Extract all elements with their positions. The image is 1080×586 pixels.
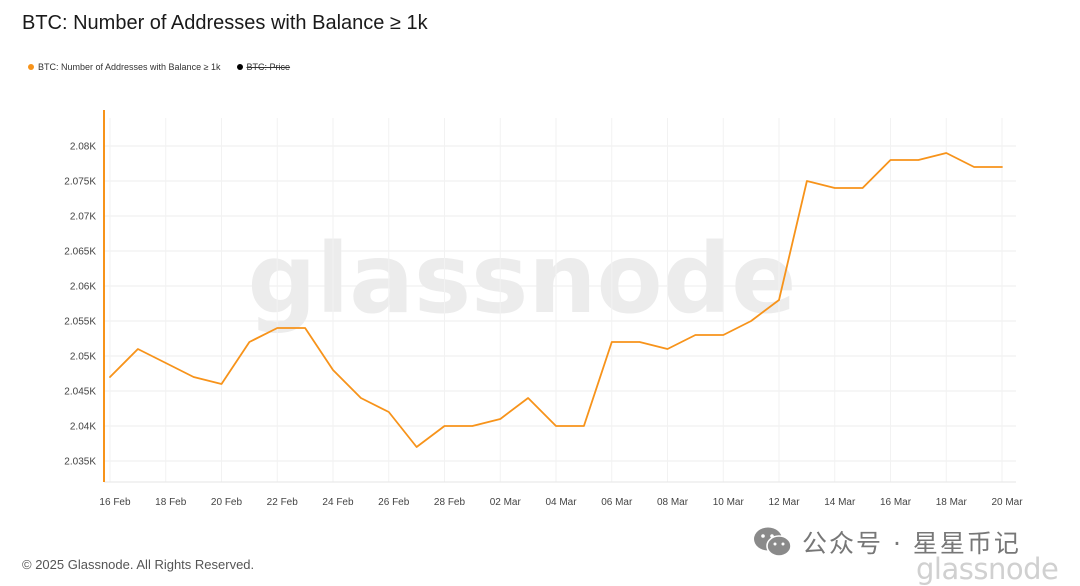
x-tick-label: 04 Mar xyxy=(545,497,577,508)
y-tick-label: 2.045K xyxy=(64,387,96,398)
y-tick-label: 2.035K xyxy=(64,457,96,468)
chart-title: BTC: Number of Addresses with Balance ≥ … xyxy=(22,12,428,34)
x-tick-label: 16 Mar xyxy=(880,497,912,508)
legend-label-addresses: BTC: Number of Addresses with Balance ≥ … xyxy=(38,62,221,72)
x-tick-label: 08 Mar xyxy=(657,497,689,508)
x-tick-label: 14 Mar xyxy=(824,497,856,508)
x-tick-label: 02 Mar xyxy=(490,497,522,508)
y-tick-label: 2.065K xyxy=(64,247,96,258)
x-tick-label: 12 Mar xyxy=(768,497,800,508)
glassnode-brand-logo: glassnode xyxy=(916,552,1059,586)
legend-dot-addresses xyxy=(28,64,34,70)
x-tick-label: 18 Feb xyxy=(155,497,187,508)
x-tick-label: 10 Mar xyxy=(713,497,745,508)
y-tick-label: 2.075K xyxy=(64,177,96,188)
chart-legend: BTC: Number of Addresses with Balance ≥ … xyxy=(28,62,306,72)
x-tick-label: 24 Feb xyxy=(322,497,354,508)
copyright-footer: © 2025 Glassnode. All Rights Reserved. xyxy=(22,557,255,572)
wechat-account-text: 公众号 · 星星币记 xyxy=(802,529,1021,558)
y-tick-label: 2.07K xyxy=(70,212,96,223)
x-tick-label: 16 Feb xyxy=(99,497,131,508)
x-tick-label: 26 Feb xyxy=(378,497,410,508)
legend-dot-price xyxy=(236,64,243,70)
wechat-icon xyxy=(754,527,792,557)
x-tick-label: 20 Feb xyxy=(211,497,243,508)
wechat-account-tag: 公众号 · 星星币记 xyxy=(752,524,1021,560)
legend-item-price[interactable]: BTC: Price xyxy=(236,62,291,72)
x-tick-label: 28 Feb xyxy=(434,497,466,508)
glassnode-watermark: glassnode xyxy=(248,223,797,335)
legend-item-addresses[interactable]: BTC: Number of Addresses with Balance ≥ … xyxy=(28,62,221,72)
y-tick-label: 2.05K xyxy=(70,352,96,363)
x-tick-label: 20 Mar xyxy=(991,497,1023,508)
y-tick-label: 2.06K xyxy=(70,282,96,293)
x-tick-label: 22 Feb xyxy=(267,497,299,508)
x-tick-label: 06 Mar xyxy=(601,497,633,508)
x-tick-label: 18 Mar xyxy=(936,497,968,508)
y-tick-label: 2.055K xyxy=(64,317,96,328)
legend-label-price: BTC: Price xyxy=(246,62,291,72)
series-line-addresses xyxy=(109,152,1003,448)
y-tick-label: 2.04K xyxy=(70,422,96,433)
y-tick-label: 2.08K xyxy=(70,142,96,153)
